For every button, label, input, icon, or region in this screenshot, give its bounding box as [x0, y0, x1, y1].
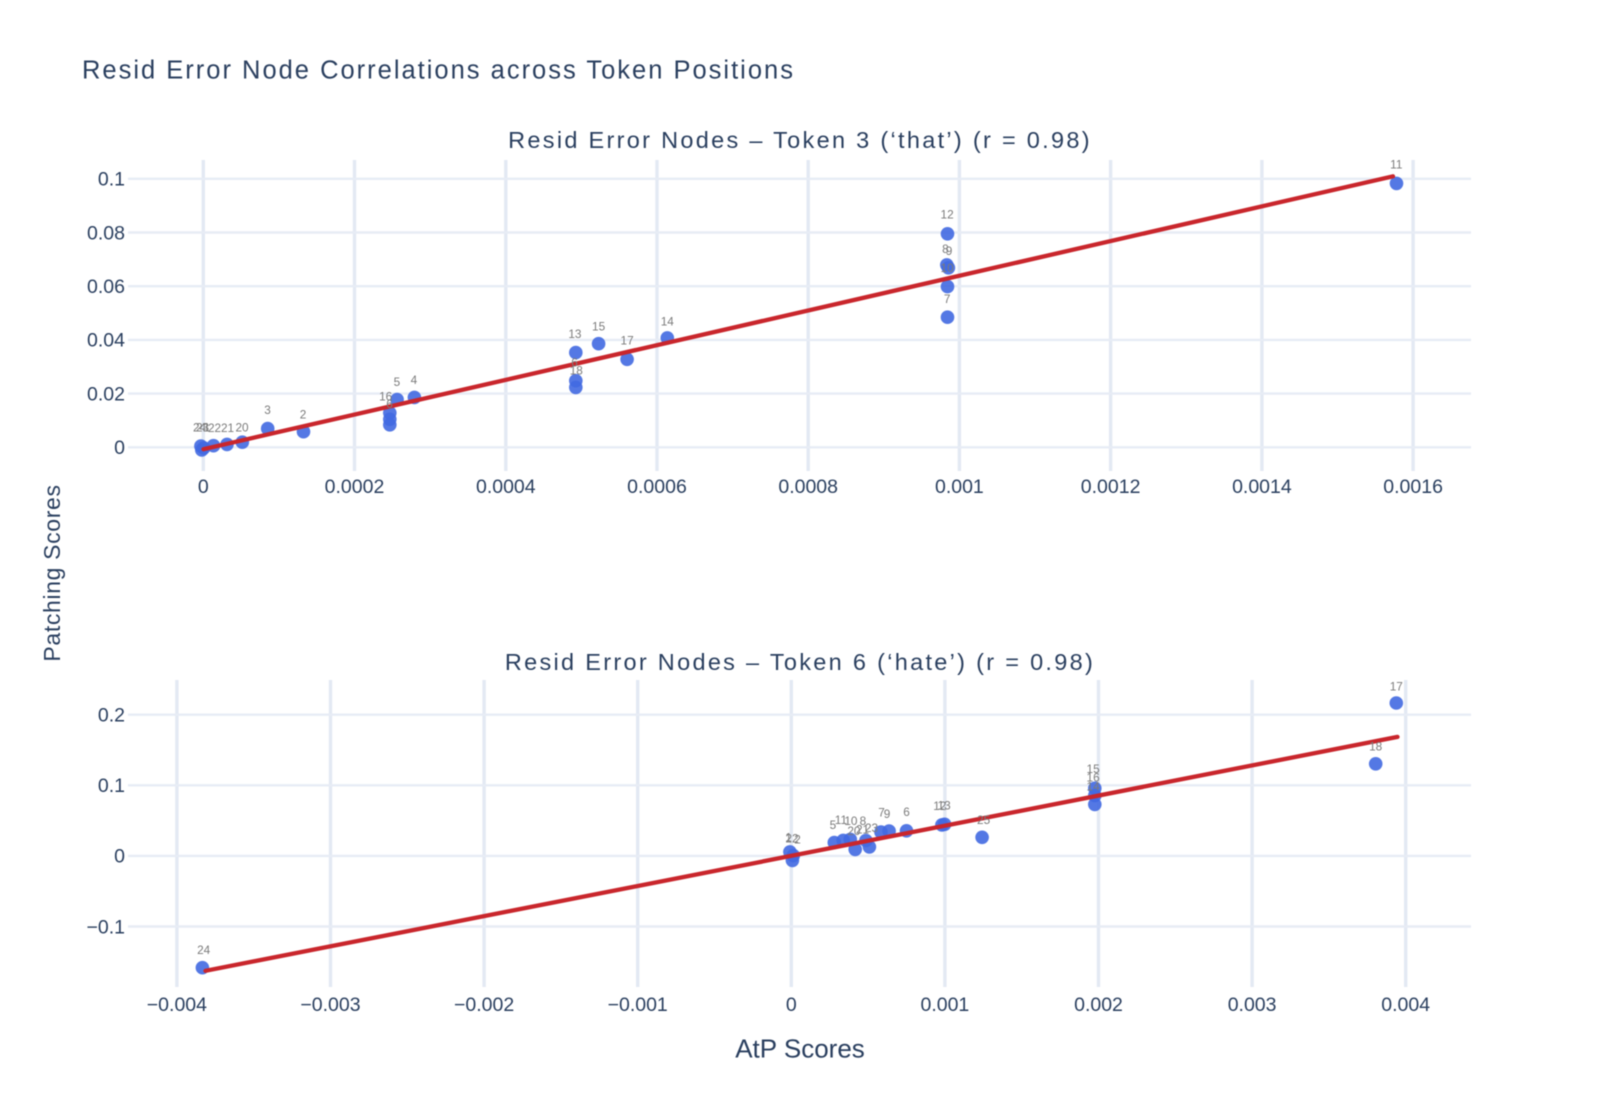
svg-text:0.001: 0.001 [920, 994, 969, 1016]
svg-text:11: 11 [1390, 158, 1402, 172]
svg-text:15: 15 [592, 320, 606, 334]
svg-text:−0.003: −0.003 [300, 994, 360, 1016]
svg-text:−0.001: −0.001 [608, 994, 668, 1016]
svg-text:0.0008: 0.0008 [778, 476, 838, 498]
svg-text:Resid Error Node Correlations: Resid Error Node Correlations across Tok… [82, 57, 795, 85]
svg-text:7: 7 [944, 292, 951, 306]
svg-text:9: 9 [946, 244, 953, 258]
svg-text:12: 12 [941, 208, 954, 222]
svg-text:−0.1: −0.1 [87, 916, 126, 938]
svg-text:18: 18 [1369, 740, 1383, 754]
svg-text:4: 4 [411, 373, 418, 387]
svg-text:Resid Error Nodes – Token 3 (‘: Resid Error Nodes – Token 3 (‘that’) (r … [508, 127, 1092, 153]
svg-text:0.0004: 0.0004 [476, 476, 536, 498]
svg-text:20: 20 [847, 824, 861, 838]
svg-text:14: 14 [1087, 780, 1101, 794]
svg-text:24: 24 [193, 421, 207, 435]
svg-text:0.1: 0.1 [98, 169, 125, 191]
svg-text:0.004: 0.004 [1381, 994, 1430, 1016]
svg-text:15: 15 [1087, 762, 1101, 776]
svg-text:23: 23 [196, 421, 210, 435]
svg-text:13: 13 [938, 799, 952, 813]
svg-text:23: 23 [865, 821, 879, 835]
svg-text:AtP Scores: AtP Scores [735, 1033, 865, 1063]
svg-text:5: 5 [830, 818, 837, 832]
svg-text:0: 0 [198, 476, 209, 498]
svg-text:17: 17 [621, 333, 634, 347]
svg-text:25: 25 [977, 813, 991, 827]
svg-text:3: 3 [264, 403, 271, 417]
svg-text:0.06: 0.06 [87, 276, 125, 298]
svg-text:10: 10 [844, 814, 858, 828]
svg-text:Resid Error Nodes – Token 6 (‘: Resid Error Nodes – Token 6 (‘hate’) (r … [505, 649, 1095, 675]
svg-text:6: 6 [903, 805, 910, 819]
svg-text:16: 16 [1087, 771, 1101, 785]
svg-text:2: 2 [794, 832, 801, 846]
svg-text:0.0002: 0.0002 [325, 476, 385, 498]
svg-text:1: 1 [785, 830, 792, 844]
svg-text:24: 24 [197, 943, 211, 957]
svg-text:6: 6 [386, 397, 393, 411]
svg-text:7: 7 [878, 806, 885, 820]
svg-text:22: 22 [785, 831, 798, 845]
svg-text:Patching Scores: Patching Scores [39, 484, 65, 661]
svg-text:0.02: 0.02 [87, 383, 125, 405]
svg-text:0.08: 0.08 [87, 222, 125, 244]
svg-text:0: 0 [786, 994, 797, 1016]
svg-text:8: 8 [942, 242, 949, 256]
svg-text:0.0006: 0.0006 [627, 476, 687, 498]
svg-text:17: 17 [1390, 680, 1403, 694]
svg-text:0.001: 0.001 [935, 476, 984, 498]
svg-text:20: 20 [235, 421, 249, 435]
svg-text:0.1: 0.1 [98, 775, 125, 797]
svg-text:11: 11 [835, 813, 847, 827]
svg-text:6: 6 [571, 355, 578, 369]
svg-text:5: 5 [394, 375, 401, 389]
svg-text:10: 10 [941, 261, 955, 275]
svg-text:22: 22 [208, 421, 221, 435]
svg-text:21: 21 [856, 822, 869, 836]
svg-text:0.0014: 0.0014 [1232, 476, 1292, 498]
svg-text:1: 1 [203, 421, 210, 435]
svg-text:16: 16 [379, 390, 393, 404]
svg-text:13: 13 [568, 327, 582, 341]
svg-text:0.0016: 0.0016 [1383, 476, 1443, 498]
svg-text:2: 2 [300, 408, 307, 422]
svg-text:8: 8 [860, 814, 867, 828]
svg-text:−0.002: −0.002 [454, 994, 514, 1016]
svg-text:21: 21 [221, 421, 234, 435]
svg-text:0: 0 [114, 437, 125, 459]
svg-text:−0.004: −0.004 [147, 994, 207, 1016]
svg-text:9: 9 [884, 807, 891, 821]
svg-text:0.04: 0.04 [87, 330, 125, 352]
svg-text:0.0012: 0.0012 [1081, 476, 1141, 498]
svg-text:0.003: 0.003 [1228, 994, 1277, 1016]
svg-text:14: 14 [661, 315, 675, 329]
svg-text:0.002: 0.002 [1074, 994, 1123, 1016]
svg-text:0.2: 0.2 [98, 705, 125, 727]
svg-text:12: 12 [933, 799, 946, 813]
svg-text:18: 18 [570, 363, 584, 377]
svg-text:0: 0 [114, 846, 125, 868]
